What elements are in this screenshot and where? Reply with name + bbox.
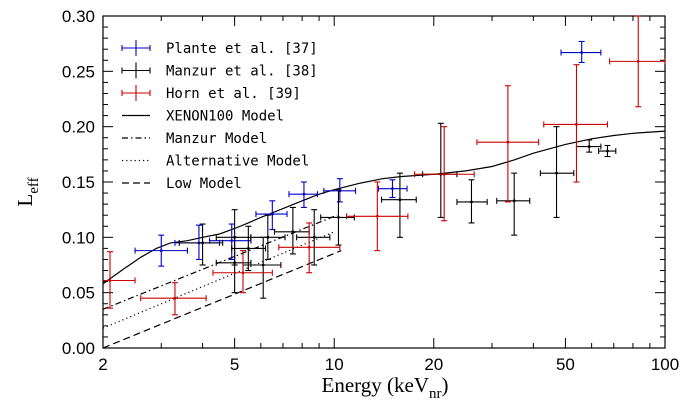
point-marker: [266, 235, 270, 239]
point-marker: [636, 59, 640, 63]
point-marker: [470, 200, 473, 204]
data-point: [296, 209, 331, 266]
data-point: [273, 206, 310, 255]
point-marker: [575, 123, 578, 126]
y-tick-label: 0.30: [62, 7, 95, 26]
data-point: [496, 172, 531, 236]
point-marker: [307, 245, 311, 249]
data-point: [215, 209, 252, 266]
data-point: [346, 181, 409, 252]
point-marker: [312, 235, 316, 239]
data-point: [178, 223, 224, 266]
y-tick-label: 0.05: [62, 284, 95, 303]
y-tick-label: 0.15: [62, 173, 95, 192]
legend-entry: Low Model: [122, 176, 242, 192]
x-tick-label: 5: [230, 355, 239, 374]
point-marker: [512, 199, 516, 203]
legend-entry: Manzur Model: [122, 131, 267, 147]
point-marker: [375, 214, 379, 218]
x-axis-label: Energy (keVnr): [322, 373, 449, 402]
point-marker: [108, 279, 112, 282]
model-curve-low-model: [102, 250, 342, 349]
point-marker: [587, 145, 591, 148]
axis-labels: Energy (keVnr) Leff: [13, 177, 449, 402]
data-point: [456, 179, 488, 224]
data-point: [103, 251, 136, 309]
point-marker: [302, 192, 306, 196]
data-point: [609, 15, 666, 108]
data-point: [476, 85, 540, 203]
data-point: [278, 222, 341, 274]
series-3: [103, 15, 666, 316]
legend-label: Manzur et al. [38]: [166, 64, 318, 80]
legend-label: Plante et al. [37]: [166, 41, 318, 57]
point-marker: [201, 241, 204, 245]
data-point: [174, 224, 221, 261]
data-point: [250, 214, 286, 261]
data-point: [288, 181, 319, 209]
x-tick-label: 50: [556, 355, 575, 374]
y-tick-label: 0.20: [62, 118, 95, 137]
data-point: [380, 172, 417, 238]
legend-label: Horn et al. [39]: [166, 86, 301, 102]
point-marker: [159, 249, 163, 253]
point-marker: [230, 239, 234, 243]
x-tick-label: 2: [98, 355, 107, 374]
legend-entry: Alternative Model: [122, 154, 309, 170]
x-tick-label: 20: [424, 355, 443, 374]
legend-label: XENON100 Model: [166, 109, 284, 125]
y-tick-label: 0.25: [62, 62, 95, 81]
point-marker: [270, 212, 274, 216]
data-point: [422, 122, 458, 218]
point-marker: [173, 296, 177, 300]
legend-label: Alternative Model: [166, 154, 309, 170]
point-marker: [241, 271, 245, 275]
point-marker: [506, 140, 510, 144]
y-tick-label: 0.10: [62, 228, 95, 247]
data-point: [323, 178, 357, 203]
point-marker: [391, 187, 394, 191]
x-tick-label: 100: [651, 355, 679, 374]
y-tick-label: 0.00: [62, 339, 95, 358]
data-point: [320, 189, 355, 246]
data-point: [539, 126, 575, 218]
data-point: [414, 126, 475, 222]
point-marker: [337, 216, 340, 219]
point-marker: [555, 171, 558, 175]
point-marker: [398, 198, 402, 202]
legend-label: Manzur Model: [166, 131, 267, 147]
legend-label: Low Model: [166, 176, 242, 192]
data-point: [231, 225, 267, 272]
data-point: [377, 179, 408, 199]
data-point: [598, 144, 617, 158]
data-points: [103, 15, 666, 316]
point-marker: [233, 235, 237, 239]
model-curve-alternative-model: [102, 231, 335, 329]
legend-entry: XENON100 Model: [122, 109, 284, 125]
data-point: [140, 282, 207, 316]
y-axis-label: Leff: [13, 177, 42, 206]
point-marker: [291, 230, 295, 234]
data-point: [560, 40, 602, 64]
point-marker: [246, 247, 250, 250]
series-2: [178, 122, 617, 299]
legend-entry: Horn et al. [39]: [121, 85, 301, 102]
data-point: [212, 250, 273, 294]
legend: Plante et al. [37] Manzur et al. [38] Horn…: [121, 40, 318, 192]
data-point: [255, 200, 288, 231]
data-point: [209, 223, 252, 261]
legend-entry: Manzur et al. [38]: [121, 62, 318, 80]
point-marker: [261, 263, 265, 267]
data-point: [134, 234, 188, 267]
axes: 2 5 10 20 50 100 0.00 0.05 0.10 0.15 0.20 0.25 0.30: [62, 7, 679, 374]
point-marker: [580, 51, 584, 54]
legend-entry: Plante et al. [37]: [121, 40, 318, 57]
data-point: [543, 64, 609, 183]
point-marker: [442, 172, 446, 176]
x-tick-label: 10: [325, 355, 344, 374]
point-marker: [606, 149, 609, 153]
